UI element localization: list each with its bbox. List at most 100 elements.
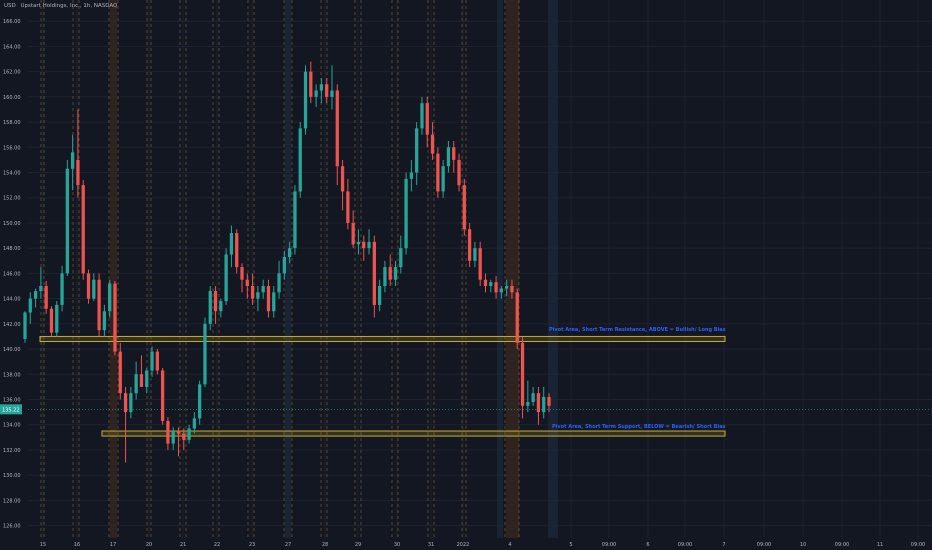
y-tick-label: 156.00 bbox=[3, 145, 21, 151]
candle-body bbox=[473, 248, 477, 261]
x-tick-label: 16 bbox=[74, 542, 80, 548]
y-tick-label: 158.00 bbox=[3, 120, 21, 126]
candle-body bbox=[129, 393, 133, 413]
y-tick-label: 142.00 bbox=[3, 322, 21, 328]
candle-body bbox=[272, 292, 276, 312]
y-tick-label: 130.00 bbox=[3, 473, 21, 479]
x-tick-label: 09:00 bbox=[757, 542, 771, 548]
candle-body bbox=[288, 248, 292, 258]
candle-body bbox=[309, 71, 313, 97]
candle-body bbox=[123, 393, 128, 413]
candle-body bbox=[372, 241, 376, 305]
candle-body bbox=[219, 301, 223, 312]
candle-body bbox=[229, 233, 234, 255]
candle-body bbox=[28, 298, 32, 313]
candle-body bbox=[441, 166, 445, 192]
x-tick-label: 20 bbox=[146, 542, 152, 548]
candle-body bbox=[510, 286, 514, 293]
session-band bbox=[548, 0, 558, 538]
candle-body bbox=[515, 292, 519, 343]
candle-body bbox=[192, 418, 197, 429]
candle-body bbox=[446, 147, 451, 167]
candle-body bbox=[314, 90, 318, 97]
x-tick-label: 30 bbox=[394, 542, 400, 548]
candle-body bbox=[499, 288, 504, 293]
candle-body bbox=[542, 396, 546, 413]
candle-body bbox=[489, 282, 493, 287]
candle-body bbox=[134, 374, 138, 394]
y-tick-label: 126.00 bbox=[3, 524, 21, 530]
pivot-zone-support bbox=[101, 430, 726, 437]
currency-label: USD bbox=[4, 3, 16, 9]
candle-body bbox=[520, 342, 525, 406]
candle-body bbox=[150, 351, 154, 371]
candle-body bbox=[298, 128, 302, 192]
y-tick-label: 134.00 bbox=[3, 423, 21, 429]
candle-body bbox=[399, 248, 403, 268]
candle-body bbox=[356, 241, 361, 245]
candle-body bbox=[536, 393, 541, 413]
x-tick-label: 09:00 bbox=[602, 542, 616, 548]
x-tick-label: 27 bbox=[285, 542, 291, 548]
candle-body bbox=[139, 374, 144, 387]
y-tick-label: 136.00 bbox=[3, 398, 21, 404]
candle-body bbox=[494, 282, 498, 293]
candle-body bbox=[187, 428, 191, 440]
x-tick-label: 29 bbox=[355, 542, 361, 548]
candle-body bbox=[182, 433, 186, 440]
candle-body bbox=[388, 267, 392, 280]
x-tick-label: 17 bbox=[110, 542, 116, 548]
candle-body bbox=[208, 291, 212, 324]
candle-body bbox=[166, 420, 170, 444]
candle-body bbox=[325, 84, 329, 97]
candle-body bbox=[415, 128, 419, 173]
candle-body bbox=[457, 159, 461, 186]
last-price-label: 135.22 bbox=[2, 407, 20, 413]
candle-body bbox=[118, 351, 122, 394]
session-band bbox=[285, 0, 291, 538]
candle-body bbox=[145, 370, 149, 387]
candle-body bbox=[425, 103, 429, 135]
candle-body bbox=[293, 191, 297, 249]
candle-body bbox=[367, 241, 371, 249]
candle-body bbox=[97, 279, 101, 331]
candle-body bbox=[60, 273, 64, 305]
y-tick-label: 162.00 bbox=[3, 70, 21, 76]
y-tick-label: 144.00 bbox=[3, 297, 21, 303]
candle-body bbox=[213, 291, 218, 312]
candle-body bbox=[49, 308, 54, 333]
x-tick-label: 22 bbox=[214, 542, 220, 548]
candle-body bbox=[39, 286, 43, 292]
candle-body bbox=[235, 233, 239, 268]
resistance-annotation: Pivot Area, Short Term Resistance, ABOVE… bbox=[549, 327, 726, 333]
y-tick-label: 154.00 bbox=[3, 171, 21, 177]
candle-body bbox=[430, 134, 435, 154]
x-tick-label: 09:00 bbox=[678, 542, 692, 548]
x-tick-label: 28 bbox=[322, 542, 328, 548]
pivot-zone-resistance bbox=[39, 335, 726, 342]
candle-body bbox=[240, 267, 244, 280]
support-annotation: Pivot Area, Short Term Support, BELOW = … bbox=[552, 424, 726, 430]
y-tick-label: 140.00 bbox=[3, 347, 21, 353]
candle-body bbox=[282, 257, 286, 274]
candle-body bbox=[108, 283, 112, 312]
candle-body bbox=[81, 185, 85, 274]
candle-body bbox=[203, 323, 207, 385]
last-price-box bbox=[0, 404, 22, 415]
session-band bbox=[110, 0, 117, 538]
candle-body bbox=[377, 286, 382, 305]
session-band bbox=[497, 0, 503, 538]
candle-body bbox=[261, 286, 265, 293]
candle-body bbox=[346, 191, 350, 223]
candle-body bbox=[198, 384, 202, 419]
candle-body bbox=[155, 351, 159, 371]
session-band bbox=[506, 0, 519, 538]
y-tick-label: 150.00 bbox=[3, 221, 21, 227]
candle-body bbox=[478, 248, 482, 280]
candle-body bbox=[330, 90, 334, 97]
x-tick-label: 23 bbox=[249, 542, 255, 548]
candle-body bbox=[250, 286, 255, 299]
y-tick-label: 148.00 bbox=[3, 246, 21, 252]
candle-body bbox=[86, 273, 91, 299]
